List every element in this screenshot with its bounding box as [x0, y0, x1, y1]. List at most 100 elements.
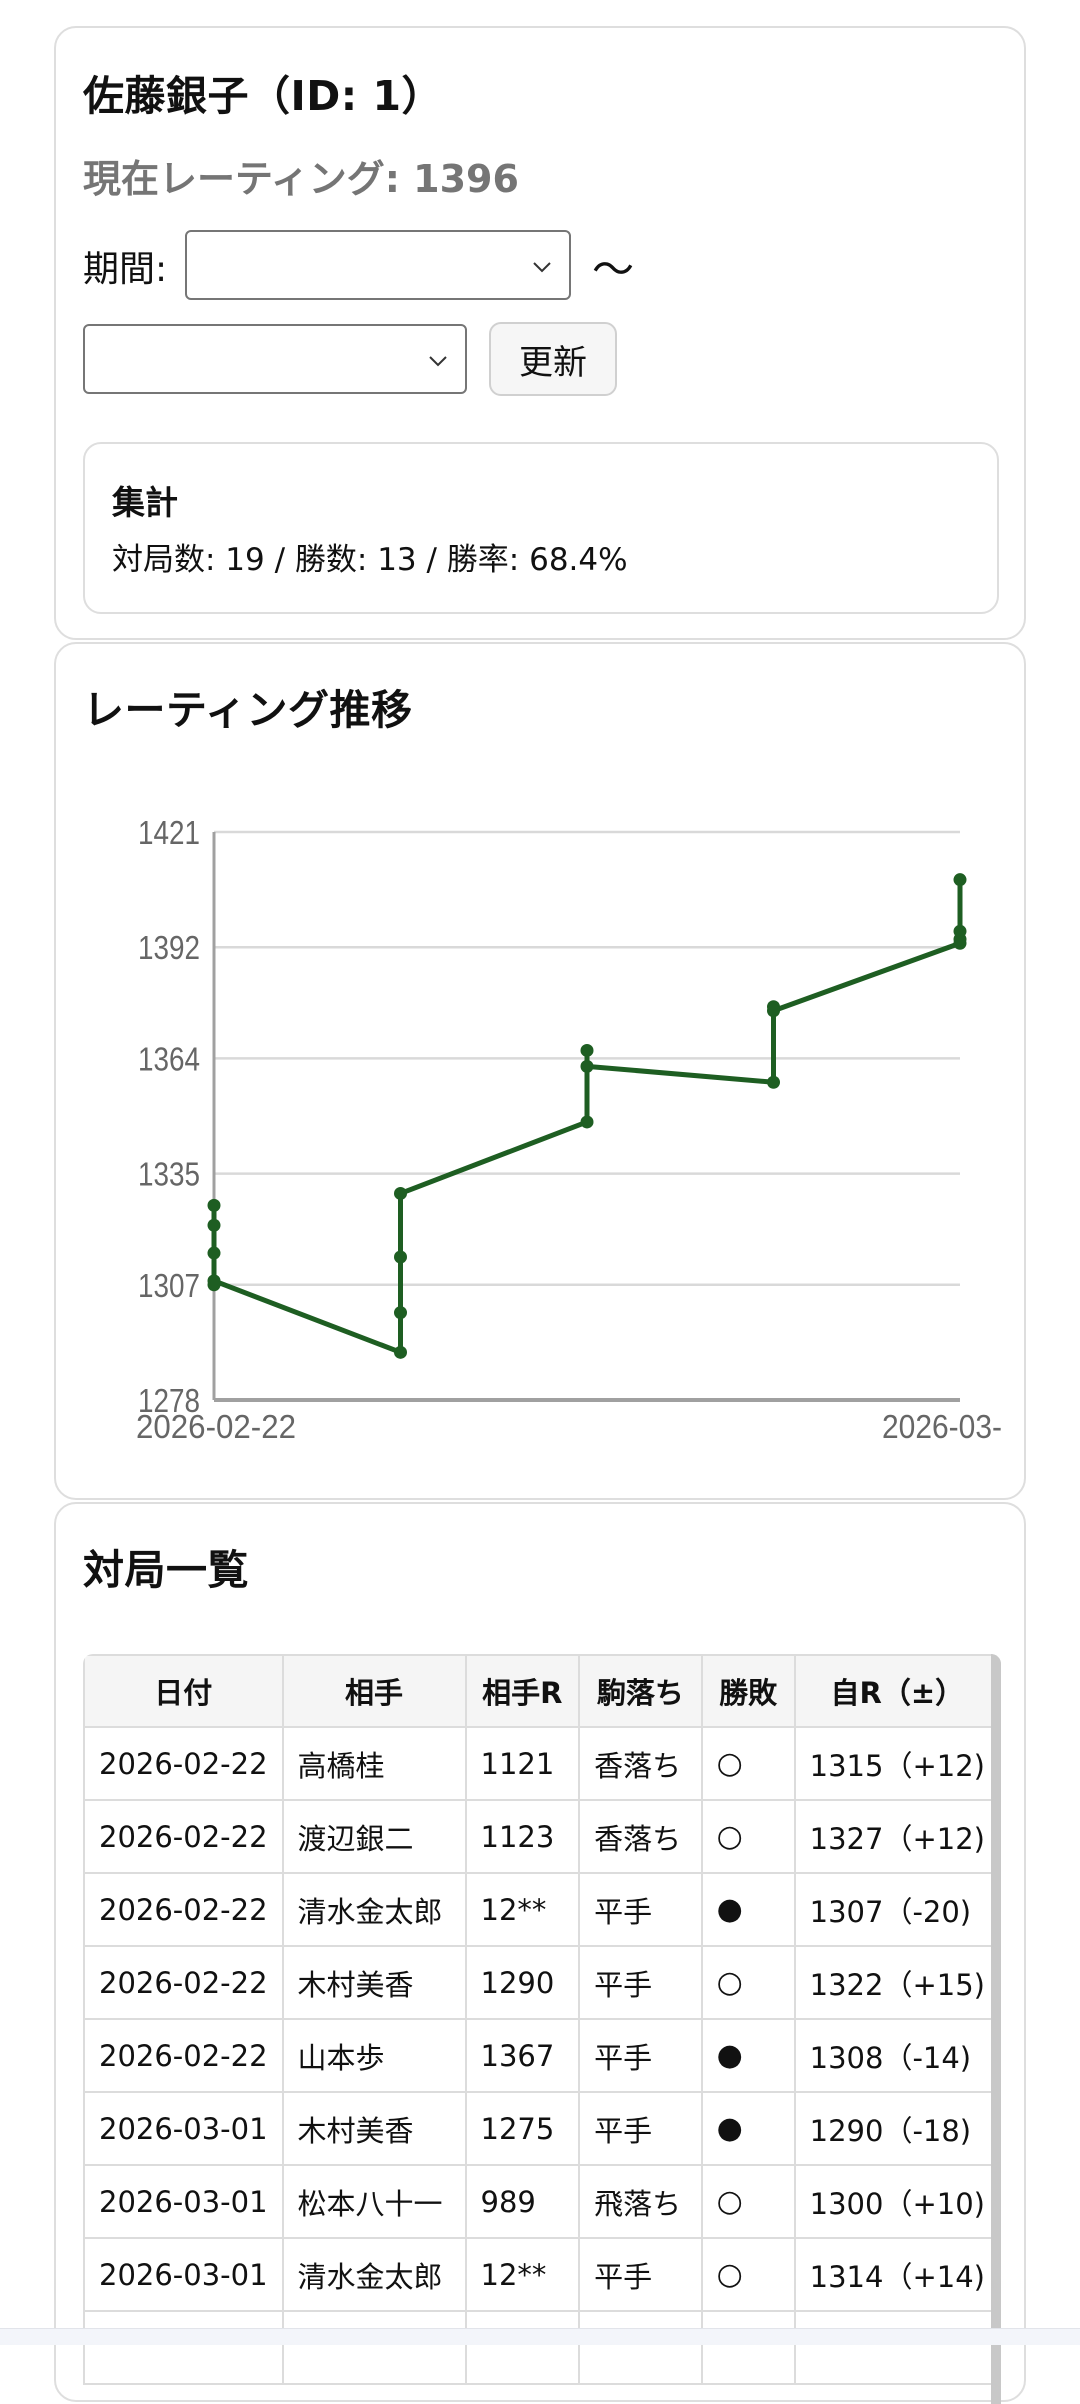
table-cell: 木村美香	[281, 2091, 467, 2166]
table-cell: 木村美香	[281, 1945, 467, 2020]
table-cell: ●	[700, 1872, 796, 1947]
current-rating: 現在レーティング: 1396	[83, 157, 519, 201]
table-row: 2026-03-01 清水金太郎 12** 平手 ○ 1314（+14)	[83, 2237, 1001, 2312]
table-cell: 1300（+10)	[793, 2164, 1001, 2239]
table-cell	[793, 2310, 1001, 2385]
data-point	[207, 1246, 221, 1260]
table-cell: 1314（+14)	[793, 2237, 1001, 2312]
y-tick-label: 1421	[138, 814, 200, 851]
period-separator: 〜	[592, 245, 635, 294]
table-row: 2026-02-22 高橋桂 1121 香落ち ○ 1315（+12)	[83, 1726, 1001, 1801]
table-cell: ●	[700, 2091, 796, 2166]
table-cell	[464, 2310, 581, 2385]
period-from-select[interactable]	[185, 230, 571, 300]
games-table: 日付 相手 相手R 駒落ち 勝敗 自R（±） 2026-02-22 高橋桂 1121 香落ち ○ 1…	[83, 1654, 1001, 2385]
data-point	[953, 924, 967, 938]
table-cell: 2026-02-22	[83, 2018, 284, 2093]
table-cell: 2026-03-01	[83, 2237, 284, 2312]
y-tick-label: 1307	[138, 1267, 200, 1304]
table-cell: 平手	[578, 2018, 703, 2093]
profile-card: 佐藤銀子（ID: 1） 現在レーティング: 1396 期間: 〜 更新 集計 対…	[54, 26, 1026, 640]
y-tick-label: 1392	[138, 929, 200, 966]
y-tick-label: 1335	[138, 1156, 200, 1193]
data-point	[207, 1218, 221, 1232]
y-tick-label: 1278	[138, 1382, 200, 1419]
table-cell: 松本八十一	[281, 2164, 467, 2239]
table-cell: 1121	[464, 1726, 581, 1801]
table-cell: 2026-02-22	[83, 1799, 284, 1874]
column-header: 日付	[83, 1654, 284, 1728]
games-title: 対局一覧	[83, 1546, 249, 1594]
table-cell: 香落ち	[578, 1799, 703, 1874]
data-point	[207, 1198, 221, 1212]
table-cell: 2026-03-01	[83, 2164, 284, 2239]
table-cell: 1322（+15)	[793, 1945, 1001, 2020]
table-cell: 1308（-14)	[793, 2018, 1001, 2093]
data-point	[394, 1345, 407, 1359]
column-header: 自R（±）	[793, 1654, 1001, 1728]
table-cell: 2026-03-01	[83, 2091, 284, 2166]
table-cell: 1290（-18)	[793, 2091, 1001, 2166]
table-cell: 2026-02-22	[83, 1872, 284, 1947]
table-cell: 清水金太郎	[281, 1872, 467, 1947]
period-to-select[interactable]	[83, 324, 467, 394]
table-cell: 1315（+12)	[793, 1726, 1001, 1801]
data-point	[580, 1115, 594, 1129]
data-point	[207, 1274, 221, 1288]
chevron-down-icon	[533, 262, 551, 273]
table-cell: 清水金太郎	[281, 2237, 467, 2312]
column-header: 勝敗	[700, 1654, 796, 1728]
table-cell: 1327（+12)	[793, 1799, 1001, 1874]
table-row: 2026-03-01 松本八十一 989 飛落ち ○ 1300（+10)	[83, 2164, 1001, 2239]
table-cell	[281, 2310, 467, 2385]
table-cell: ○	[700, 1799, 796, 1874]
table-cell: 1123	[464, 1799, 581, 1874]
y-tick-label: 1364	[138, 1040, 200, 1077]
data-point	[394, 1186, 407, 1200]
table-cell: 12**	[464, 2237, 581, 2312]
games-table-container[interactable]: 日付 相手 相手R 駒落ち 勝敗 自R（±） 2026-02-22 高橋桂 1121 香落ち ○ 1…	[83, 1654, 1001, 2404]
table-row	[83, 2310, 1001, 2385]
column-header: 駒落ち	[578, 1654, 703, 1728]
table-cell: ○	[700, 1945, 796, 2020]
games-card: 対局一覧 日付 相手 相手R 駒落ち 勝敗 自R（±） 2026-02-22 高橋桂 1121…	[54, 1502, 1026, 2404]
table-cell: ○	[700, 2164, 796, 2239]
table-cell: 2026-02-22	[83, 1726, 284, 1801]
table-cell	[700, 2310, 796, 2385]
bottom-navigation-bar	[0, 2328, 1080, 2345]
table-cell: 香落ち	[578, 1726, 703, 1801]
table-cell: 1307（-20)	[793, 1872, 1001, 1947]
table-row: 2026-02-22 山本歩 1367 平手 ● 1308（-14)	[83, 2018, 1001, 2093]
data-point	[394, 1250, 407, 1264]
table-cell: 平手	[578, 2237, 703, 2312]
chevron-down-icon	[429, 356, 447, 367]
data-point	[767, 1004, 780, 1018]
column-header: 相手	[281, 1654, 467, 1728]
table-row: 2026-02-22 渡辺銀二 1123 香落ち ○ 1327（+12)	[83, 1799, 1001, 1874]
horizontal-scrollbar[interactable]	[991, 1654, 1001, 2404]
data-point	[580, 1043, 594, 1057]
update-button[interactable]: 更新	[489, 322, 617, 396]
table-cell: 山本歩	[281, 2018, 467, 2093]
table-cell: 1367	[464, 2018, 581, 2093]
table-cell: 12**	[464, 1872, 581, 1947]
summary-title: 集計	[112, 483, 178, 522]
x-tick-label: 2026-02-22	[136, 1408, 296, 1445]
player-title: 佐藤銀子（ID: 1）	[83, 72, 443, 120]
table-cell: 1290	[464, 1945, 581, 2020]
rating-line-chart: 1278 1307 1335 1364 1392 1421 2026-02-22 2026-0…	[136, 814, 1002, 1445]
table-row: 2026-02-22 清水金太郎 12** 平手 ● 1307（-20)	[83, 1872, 1001, 1947]
table-cell: 平手	[578, 1872, 703, 1947]
summary-box: 集計 対局数: 19 / 勝数: 13 / 勝率: 68.4%	[83, 442, 999, 614]
data-point	[394, 1306, 407, 1320]
table-cell	[83, 2310, 284, 2385]
table-cell: 平手	[578, 2091, 703, 2166]
table-cell	[578, 2310, 703, 2385]
data-point	[767, 1075, 780, 1089]
table-cell: 平手	[578, 1945, 703, 2020]
summary-stats: 対局数: 19 / 勝数: 13 / 勝率: 68.4%	[112, 542, 628, 578]
table-body: 2026-02-22 高橋桂 1121 香落ち ○ 1315（+12) 2026-02-22…	[83, 1726, 1001, 2385]
data-point	[953, 873, 967, 887]
period-label: 期間:	[83, 249, 168, 290]
table-row: 2026-02-22 木村美香 1290 平手 ○ 1322（+15)	[83, 1945, 1001, 2020]
